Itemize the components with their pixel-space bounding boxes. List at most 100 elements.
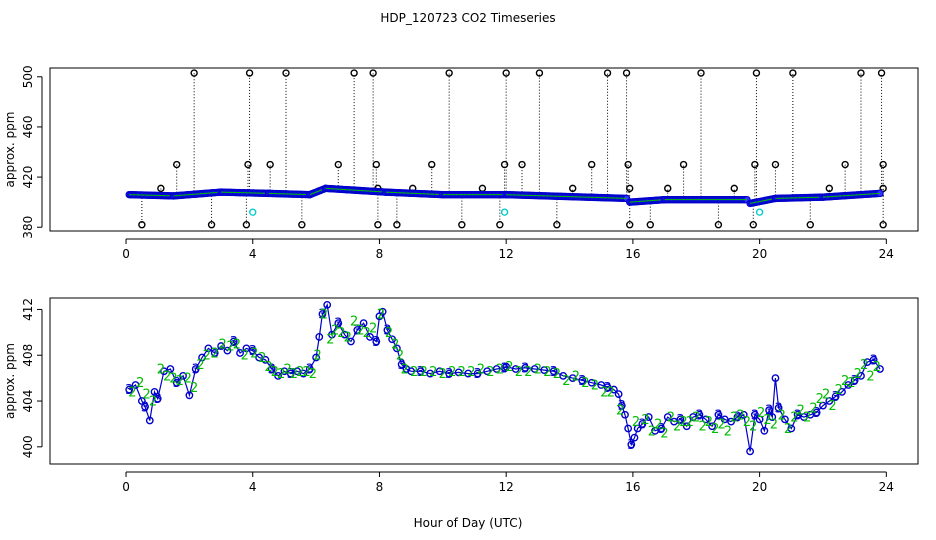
series-3-label: 3 — [870, 353, 878, 368]
series-2-label: 2 — [396, 349, 404, 364]
spike-mid-point — [372, 160, 380, 169]
series-2-label: 2 — [717, 417, 725, 432]
series-3-point — [172, 378, 181, 387]
series-3-point — [549, 367, 558, 376]
series-3-label: 3 — [851, 374, 859, 389]
series-2-label: 2 — [711, 422, 719, 437]
series-3-label: 3 — [353, 324, 361, 339]
spike-high-point — [752, 69, 761, 77]
series-2-label: 2 — [581, 376, 589, 391]
bottom-xtick-label: 4 — [249, 480, 257, 494]
spike-mid-point — [518, 160, 526, 169]
series-3-label: 3 — [676, 413, 684, 428]
series-3-point — [831, 392, 840, 401]
series-3-point — [850, 376, 859, 385]
series-3-label: 3 — [141, 400, 149, 415]
series-3-point — [137, 397, 146, 405]
series-3-point — [521, 363, 530, 372]
series-3-point — [695, 410, 704, 419]
spike-high-point — [245, 69, 254, 77]
series-2-label: 2 — [385, 326, 393, 341]
series-2-label: 2 — [283, 362, 291, 377]
spike-high-point — [603, 69, 612, 77]
series-3-point — [141, 402, 149, 411]
top-xtick-label: 12 — [499, 247, 514, 261]
spike-high-point — [350, 69, 358, 77]
series-3-label: 3 — [474, 367, 482, 382]
series-2-label: 2 — [667, 411, 675, 426]
series-2-label: 2 — [736, 408, 744, 423]
series-3-label: 3 — [765, 404, 773, 419]
series-2-label: 2 — [250, 346, 258, 361]
series-3-point — [473, 369, 482, 378]
series-2-label: 2 — [660, 427, 668, 442]
bottom-ytick-label: 408 — [21, 344, 35, 367]
series-2-label: 2 — [743, 415, 751, 430]
spike-low-point — [553, 221, 561, 229]
series-3-label: 3 — [831, 390, 839, 405]
spike-mid-point — [266, 160, 274, 169]
spike-mid-point — [500, 160, 509, 169]
series-2-label: 2 — [377, 308, 385, 323]
series-3-point — [627, 440, 636, 449]
series-2-label: 2 — [778, 408, 786, 423]
series-2-label: 2 — [439, 367, 447, 382]
series-2-label: 2 — [241, 349, 249, 364]
bottom-xtick-label: 0 — [122, 480, 130, 494]
series-2-label: 2 — [128, 385, 136, 400]
series-3-point — [621, 410, 629, 419]
series-3-point — [383, 326, 392, 334]
series-3-point — [145, 416, 154, 425]
series-3-point — [819, 401, 827, 410]
series-3-label: 3 — [578, 374, 586, 389]
series-2-label: 2 — [486, 365, 494, 380]
top-xtick-label: 20 — [752, 247, 767, 261]
baseline-line — [385, 191, 443, 196]
series-3-point — [578, 376, 587, 385]
spike-high-point — [535, 69, 544, 77]
series-3-label: 3 — [774, 401, 782, 416]
series-2-label: 2 — [873, 360, 881, 375]
series-3-point — [492, 365, 501, 373]
series-3-point — [131, 381, 140, 389]
series-3-point — [378, 307, 387, 316]
series-2-label: 2 — [515, 365, 523, 380]
series-3-point — [426, 369, 435, 378]
series-3-point — [353, 326, 362, 334]
bottom-xtick-label: 20 — [752, 480, 767, 494]
series-3-point — [153, 394, 162, 403]
series-3-point — [454, 368, 463, 377]
series-3-point — [768, 413, 777, 421]
series-2-label: 2 — [176, 374, 184, 389]
series-3-label: 3 — [230, 335, 238, 350]
series-3-point — [248, 346, 257, 355]
series-2-label: 2 — [607, 385, 615, 400]
series-3-point — [397, 360, 406, 369]
series-3-point — [340, 330, 349, 339]
spike-mid-point — [244, 160, 252, 169]
spike-mid-point — [679, 160, 688, 169]
top-xtick-label: 24 — [879, 247, 894, 261]
series-3-label: 3 — [603, 381, 611, 396]
series-2-label: 2 — [797, 404, 805, 419]
series-2-label: 2 — [420, 365, 428, 380]
series-3-point — [787, 424, 796, 433]
series-2-label: 2 — [211, 346, 219, 361]
series-2-label: 2 — [673, 420, 681, 435]
series-3-point — [760, 426, 769, 435]
series-3-point — [727, 417, 735, 426]
series-3-point — [179, 371, 187, 380]
series-2-label: 2 — [757, 406, 765, 421]
top-xtick-label: 8 — [376, 247, 384, 261]
series-3-point — [638, 420, 647, 428]
series-2-label: 2 — [496, 362, 504, 377]
spike-small-point — [730, 184, 738, 193]
bottom-plot-frame — [49, 297, 919, 465]
series-2-label: 2 — [616, 404, 624, 419]
series-3-point — [445, 369, 454, 378]
spike-mid-point — [841, 160, 849, 169]
series-2-label: 2 — [841, 374, 849, 389]
series-3-point — [657, 424, 666, 433]
series-3-point — [750, 410, 759, 419]
